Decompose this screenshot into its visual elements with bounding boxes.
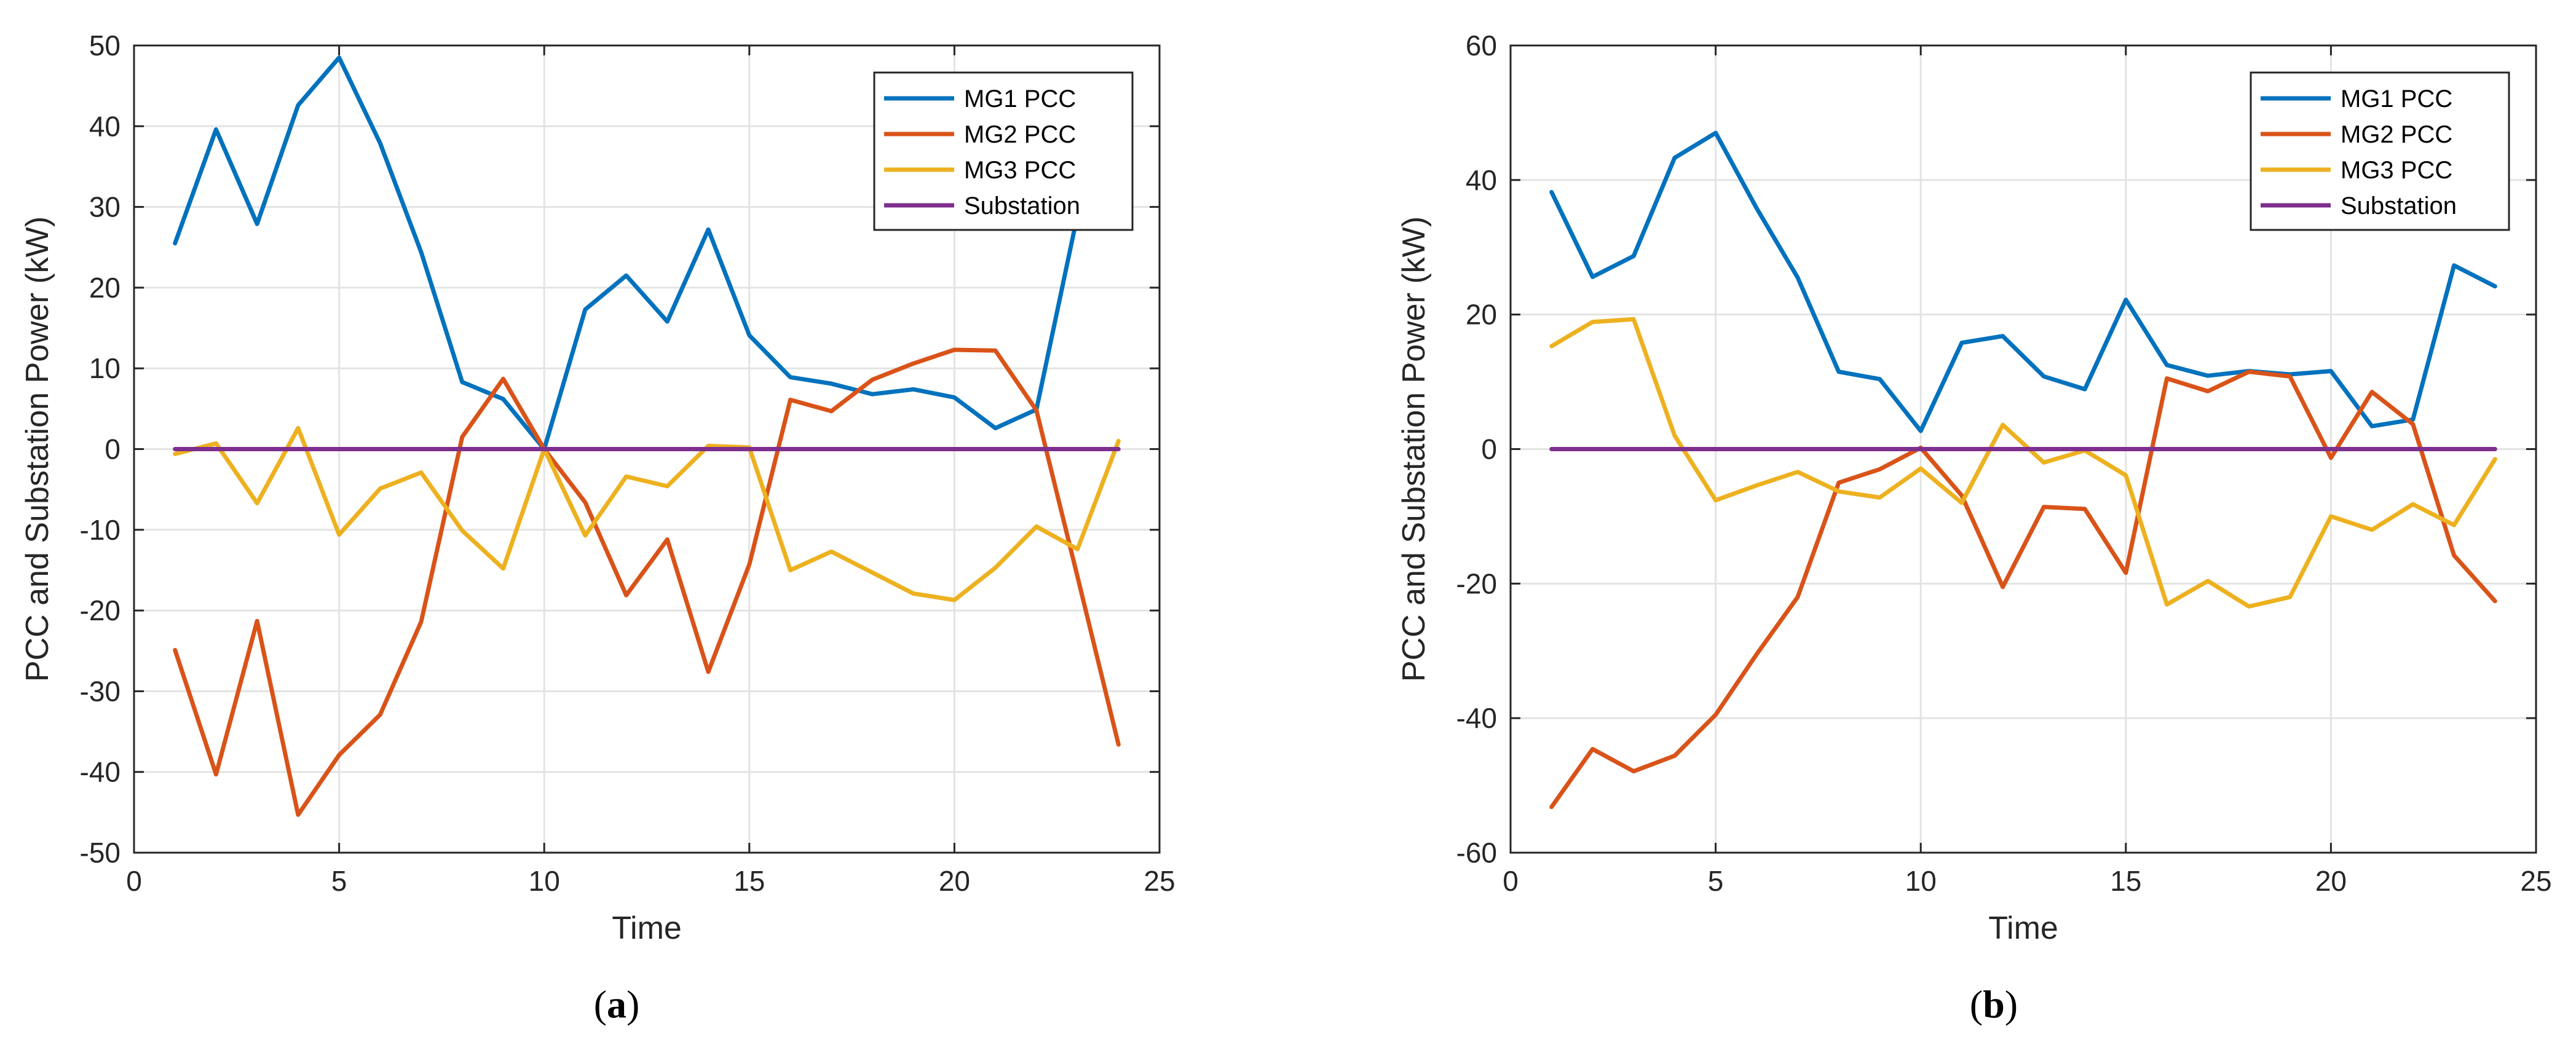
caption-open-paren: ( (1970, 982, 1983, 1026)
series-line-mg2-pcc (173, 347, 1121, 817)
x-axis-label: Time (1988, 910, 2058, 946)
y-tick-label: -50 (80, 837, 121, 869)
y-tick-label: 20 (1466, 299, 1497, 331)
legend-label-substation: Substation (964, 192, 1080, 219)
y-tick-label: 50 (89, 30, 121, 61)
x-tick-label: 25 (2520, 865, 2551, 897)
series-line-mg3-pcc (173, 425, 1121, 602)
legend-label-substation: Substation (2341, 192, 2457, 219)
x-tick-label: 5 (331, 865, 347, 897)
x-tick-label: 10 (1905, 865, 1937, 897)
x-tick-label: 5 (1708, 865, 1724, 897)
legend-label-mg1-pcc: MG1 PCC (964, 85, 1076, 113)
chart-panel-b: 0 5 10 15 20 25 -60 -40 -20 0 20 40 60 Time PCC and Su… (1396, 30, 2552, 1026)
y-axis-label: PCC and Substation Power (kW) (1396, 216, 1432, 682)
panel-caption: (a) (594, 982, 640, 1026)
y-tick-label: 0 (1481, 433, 1497, 465)
legend-label-mg2-pcc: MG2 PCC (2341, 121, 2452, 148)
x-tick-label: 15 (733, 865, 765, 897)
y-tick-label: 40 (89, 110, 121, 142)
y-tick-label: 20 (89, 272, 121, 304)
series-line-mg1-pcc (173, 55, 1121, 451)
y-tick-label: 60 (1466, 30, 1497, 61)
legend: MG1 PCC MG2 PCC MG3 PCC Substation (873, 71, 1134, 231)
legend-label-mg3-pcc: MG3 PCC (964, 157, 1076, 184)
y-tick-label: -20 (1456, 567, 1497, 599)
y-tick-label: -20 (80, 594, 121, 626)
x-tick-label: 10 (529, 865, 560, 897)
legend-label-mg2-pcc: MG2 PCC (964, 121, 1076, 148)
panel-caption: (b) (1970, 982, 2018, 1026)
x-tick-label: 20 (939, 865, 970, 897)
y-tick-label: 0 (105, 433, 121, 465)
y-tick-label: 30 (89, 191, 121, 223)
series-lines (1549, 130, 2497, 810)
series-lines (173, 55, 1121, 817)
caption-letter: a (607, 982, 626, 1026)
y-tick-label: -40 (80, 756, 121, 788)
x-tick-label: 15 (2110, 865, 2141, 897)
y-ticks: -50 -40 -30 -20 -10 0 10 20 30 40 50 (80, 30, 1160, 869)
series-line-mg2-pcc (1549, 369, 2497, 810)
chart-panel-a: 0 5 10 15 20 25 -50 -40 -30 -20 -10 0 10 20 30 40 50 Time… (20, 30, 1175, 1026)
x-tick-label: 0 (126, 865, 142, 897)
x-ticks: 0 5 10 15 20 25 (126, 45, 1175, 897)
caption-close-paren: ) (2005, 982, 2018, 1026)
y-tick-label: -60 (1456, 837, 1497, 869)
caption-letter: b (1983, 982, 2005, 1026)
series-line-mg3-pcc (1549, 317, 2497, 609)
y-tick-label: 10 (89, 352, 121, 384)
legend-label-mg3-pcc: MG3 PCC (2341, 157, 2452, 184)
caption-close-paren: ) (626, 982, 639, 1026)
x-axis-label: Time (612, 910, 682, 946)
x-tick-label: 20 (2315, 865, 2347, 897)
x-tick-label: 25 (1144, 865, 1175, 897)
y-tick-label: -10 (80, 514, 121, 546)
legend: MG1 PCC MG2 PCC MG3 PCC Substation (2250, 71, 2510, 231)
x-ticks: 0 5 10 15 20 25 (1503, 45, 2552, 897)
y-tick-label: -30 (80, 675, 121, 707)
y-axis-label: PCC and Substation Power (kW) (20, 216, 55, 682)
legend-label-mg1-pcc: MG1 PCC (2341, 85, 2452, 113)
series-line-mg1-pcc (1549, 130, 2497, 433)
caption-open-paren: ( (594, 982, 607, 1026)
y-tick-label: 40 (1466, 164, 1497, 196)
x-tick-label: 0 (1503, 865, 1519, 897)
y-tick-label: -40 (1456, 702, 1497, 734)
gridlines (134, 45, 1160, 853)
y-ticks: -60 -40 -20 0 20 40 60 (1456, 30, 2536, 869)
